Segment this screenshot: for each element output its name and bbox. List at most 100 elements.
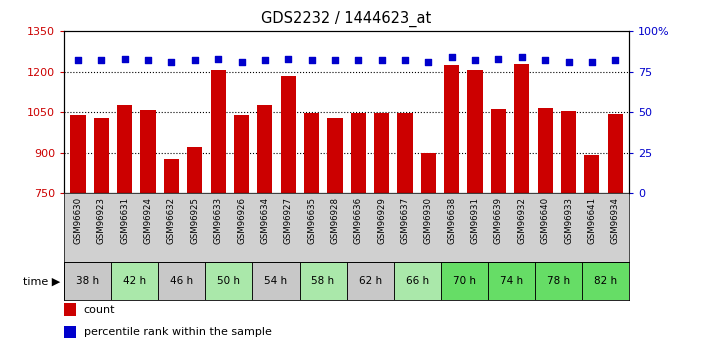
Bar — [538, 108, 552, 193]
Bar — [111, 262, 158, 300]
Point — [516, 54, 528, 60]
Text: GSM96927: GSM96927 — [284, 197, 293, 244]
Text: GSM96641: GSM96641 — [587, 197, 597, 244]
Point — [586, 59, 597, 65]
Bar — [608, 114, 623, 193]
Bar — [164, 159, 179, 193]
Bar — [141, 110, 156, 193]
Point — [469, 58, 481, 63]
Text: GSM96924: GSM96924 — [144, 197, 153, 244]
Bar — [299, 262, 346, 300]
Point — [400, 58, 411, 63]
Point — [306, 58, 317, 63]
Text: GSM96930: GSM96930 — [424, 197, 433, 244]
Bar — [491, 109, 506, 193]
Point — [260, 58, 271, 63]
Point — [493, 56, 504, 61]
Text: 38 h: 38 h — [76, 276, 99, 286]
Bar — [70, 115, 85, 193]
Point — [166, 59, 177, 65]
Text: GSM96929: GSM96929 — [377, 197, 386, 244]
Point — [73, 58, 84, 63]
Bar — [94, 118, 109, 193]
Bar — [394, 262, 441, 300]
Bar — [252, 262, 299, 300]
Bar — [158, 262, 205, 300]
Text: GSM96926: GSM96926 — [237, 197, 246, 244]
Text: GSM96633: GSM96633 — [213, 197, 223, 244]
Text: GSM96934: GSM96934 — [611, 197, 620, 244]
Point — [213, 56, 224, 61]
Bar — [64, 303, 76, 316]
Bar — [468, 70, 483, 193]
Text: 78 h: 78 h — [547, 276, 570, 286]
Text: GSM96636: GSM96636 — [354, 197, 363, 244]
Bar — [441, 262, 488, 300]
Point — [96, 58, 107, 63]
Bar — [582, 262, 629, 300]
Bar — [444, 65, 459, 193]
Point — [142, 58, 154, 63]
Text: GDS2232 / 1444623_at: GDS2232 / 1444623_at — [262, 10, 432, 27]
Bar — [397, 113, 412, 193]
Text: GSM96637: GSM96637 — [400, 197, 410, 244]
Bar — [421, 152, 436, 193]
Point — [119, 56, 130, 61]
Point — [189, 58, 201, 63]
Point — [236, 59, 247, 65]
Bar — [117, 105, 132, 193]
Point — [446, 54, 457, 60]
Text: 74 h: 74 h — [500, 276, 523, 286]
Bar — [351, 113, 366, 193]
Bar — [304, 114, 319, 193]
Bar — [327, 118, 343, 193]
Text: 82 h: 82 h — [594, 276, 617, 286]
Bar — [374, 113, 389, 193]
Text: GSM96630: GSM96630 — [73, 197, 82, 244]
Text: GSM96631: GSM96631 — [120, 197, 129, 244]
Text: 54 h: 54 h — [264, 276, 287, 286]
Text: GSM96928: GSM96928 — [331, 197, 339, 244]
Text: GSM96634: GSM96634 — [260, 197, 269, 244]
Text: 46 h: 46 h — [170, 276, 193, 286]
Text: GSM96923: GSM96923 — [97, 197, 106, 244]
Text: 58 h: 58 h — [311, 276, 335, 286]
Point — [422, 59, 434, 65]
Bar — [64, 326, 76, 338]
Text: 62 h: 62 h — [358, 276, 382, 286]
Text: GSM96933: GSM96933 — [564, 197, 573, 244]
Point — [353, 58, 364, 63]
Bar — [64, 262, 111, 300]
Bar — [535, 262, 582, 300]
Text: 66 h: 66 h — [406, 276, 429, 286]
Text: GSM96632: GSM96632 — [167, 197, 176, 244]
Text: percentile rank within the sample: percentile rank within the sample — [84, 327, 272, 337]
Point — [282, 56, 294, 61]
Bar — [205, 262, 252, 300]
Text: GSM96640: GSM96640 — [540, 197, 550, 244]
Bar — [257, 105, 272, 193]
Text: GSM96932: GSM96932 — [518, 197, 526, 244]
Bar — [234, 115, 249, 193]
Bar — [281, 77, 296, 193]
Bar — [561, 111, 576, 193]
Text: time ▶: time ▶ — [23, 276, 60, 286]
Text: GSM96925: GSM96925 — [191, 197, 199, 244]
Point — [540, 58, 551, 63]
Text: GSM96635: GSM96635 — [307, 197, 316, 244]
Bar — [347, 262, 394, 300]
Text: GSM96639: GSM96639 — [494, 197, 503, 244]
Bar — [584, 155, 599, 193]
Point — [376, 58, 387, 63]
Point — [329, 58, 341, 63]
Text: GSM96931: GSM96931 — [471, 197, 480, 244]
Bar — [514, 64, 530, 193]
Point — [609, 58, 621, 63]
Point — [563, 59, 574, 65]
Text: 50 h: 50 h — [218, 276, 240, 286]
Bar — [488, 262, 535, 300]
Text: 70 h: 70 h — [453, 276, 476, 286]
Bar — [187, 147, 203, 193]
Text: GSM96638: GSM96638 — [447, 197, 456, 244]
Text: count: count — [84, 305, 115, 315]
